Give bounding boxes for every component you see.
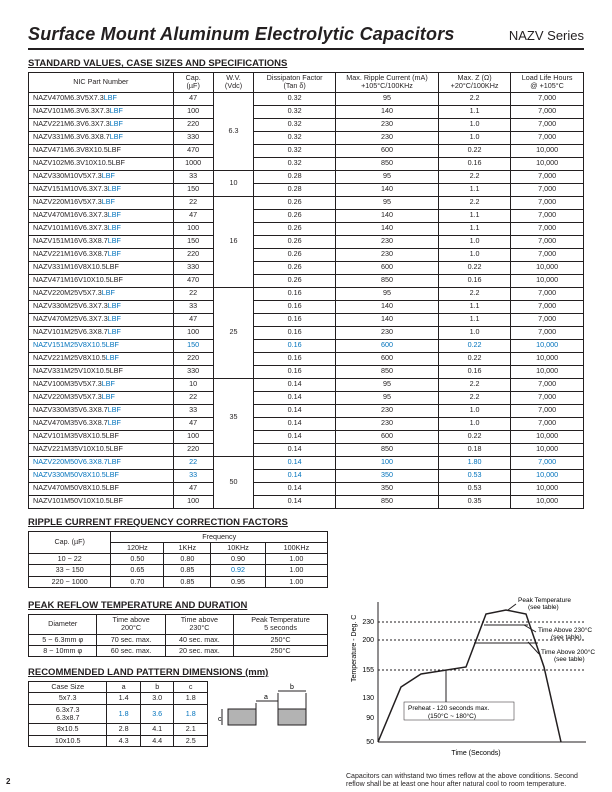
svg-text:Peak Temperature: Peak Temperature	[518, 597, 571, 604]
reflow-heading: PEAK REFLOW TEMPERATURE AND DURATION	[28, 600, 328, 611]
page-number: 2	[6, 777, 10, 786]
svg-text:50: 50	[366, 739, 374, 746]
svg-text:(see table): (see table)	[554, 656, 585, 663]
svg-text:200: 200	[362, 637, 374, 644]
svg-text:Time Above 200°C: Time Above 200°C	[541, 648, 595, 656]
main-spec-table: NIC Part NumberCap.(µF)W.V.(Vdc)Dissipat…	[28, 72, 584, 509]
page-title: Surface Mount Aluminum Electrolytic Capa…	[28, 24, 455, 45]
svg-text:a: a	[264, 694, 268, 701]
land-pattern-diagram: a b c	[218, 681, 318, 751]
svg-text:c: c	[218, 716, 222, 723]
ripple-heading: RIPPLE CURRENT FREQUENCY CORRECTION FACT…	[28, 517, 584, 528]
reflow-profile-chart: 50 90 130 155 200 230 Temperature - Deg. C T…	[346, 592, 596, 767]
svg-text:(see table): (see table)	[551, 634, 582, 641]
svg-text:b: b	[290, 684, 294, 691]
svg-text:Time (Seconds): Time (Seconds)	[451, 750, 500, 757]
land-heading: RECOMMENDED LAND PATTERN DIMENSIONS (mm)	[28, 667, 328, 678]
reflow-table: DiameterTime above200°CTime above230°CPe…	[28, 614, 328, 657]
svg-text:130: 130	[362, 695, 374, 702]
svg-text:90: 90	[366, 715, 374, 722]
chart-caption: Capacitors can withstand two times reflo…	[346, 773, 596, 790]
svg-text:(see table): (see table)	[528, 604, 559, 611]
svg-text:Time Above 230°C: Time Above 230°C	[538, 626, 592, 634]
ripple-table: Cap. (µF)Frequency 120Hz1KHz10KHz100KHz …	[28, 531, 328, 588]
svg-text:Preheat - 120 seconds max.: Preheat - 120 seconds max.	[408, 705, 489, 712]
land-table: Case Sizeabc 5x7.31.43.01.86.3x7.36.3x8.…	[28, 681, 208, 747]
svg-text:155: 155	[362, 667, 374, 674]
svg-text:(150°C ~ 180°C): (150°C ~ 180°C)	[428, 712, 476, 720]
svg-text:230: 230	[362, 619, 374, 626]
main-section-heading: STANDARD VALUES, CASE SIZES AND SPECIFIC…	[28, 58, 584, 69]
svg-text:Temperature - Deg. C: Temperature - Deg. C	[351, 615, 358, 682]
series-name: NAZV Series	[509, 28, 584, 43]
